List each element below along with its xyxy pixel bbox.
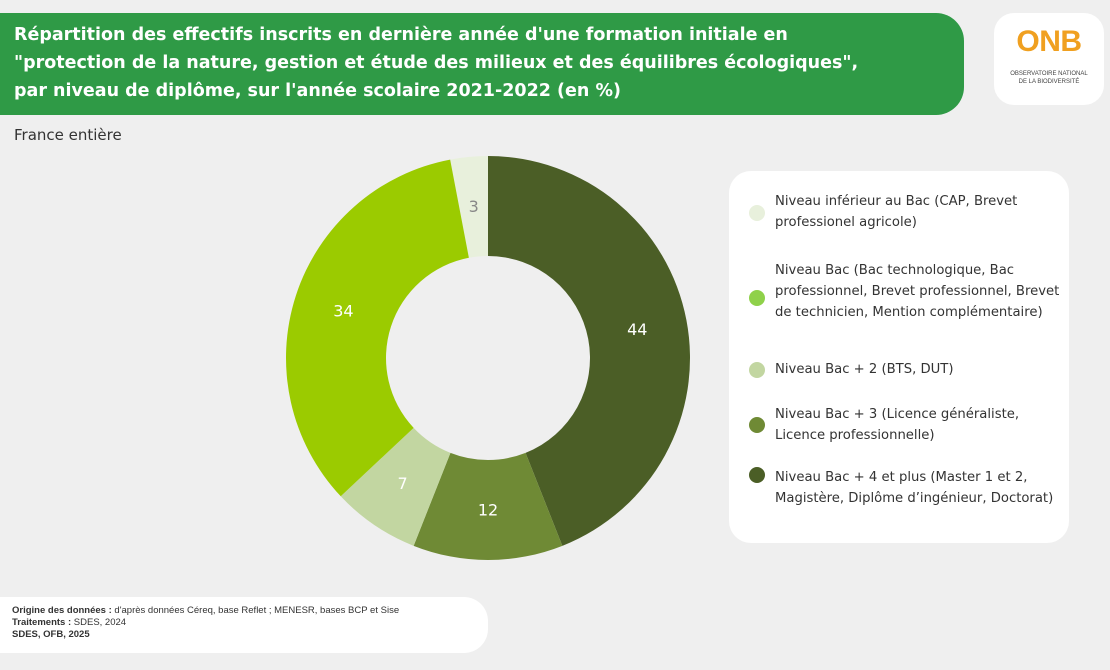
donut-data-label: 44	[627, 320, 647, 339]
donut-segment-2	[413, 452, 563, 561]
logo-line-2: DE LA BIODIVERSITÉ	[1018, 79, 1080, 85]
source-box: Origine des données : d'après données Cé…	[0, 597, 488, 653]
logo-mark: ONB	[1016, 25, 1082, 58]
source-processing-text: SDES, 2024	[71, 617, 127, 628]
donut-segment-3	[340, 427, 451, 546]
legend: Niveau inférieur au Bac (CAP, Brevet pro…	[729, 171, 1069, 543]
legend-swatch	[749, 467, 765, 483]
source-origin-label: Origine des données :	[12, 605, 112, 616]
chart-subtitle: France entière	[14, 126, 122, 144]
donut-segment-1	[488, 156, 690, 546]
source-processing: Traitements : SDES, 2024	[12, 617, 126, 628]
legend-label: Niveau Bac + 4 et plus (Master 1 et 2, M…	[775, 470, 1054, 506]
legend-label: Niveau inférieur au Bac (CAP, Brevet pro…	[775, 194, 1018, 230]
legend-label: Niveau Bac + 3 (Licence généraliste, Lic…	[775, 407, 1020, 443]
source-origin: Origine des données : d'après données Cé…	[12, 605, 399, 616]
legend-swatch	[749, 417, 765, 433]
legend-swatch	[749, 205, 765, 221]
source-origin-text: d'après données Céreq, base Reflet ; MEN…	[111, 605, 400, 616]
donut-segment-4	[286, 159, 469, 497]
title-banner: Répartition des effectifs inscrits en de…	[0, 13, 964, 115]
source-credit: SDES, OFB, 2025	[12, 629, 90, 640]
legend-label: Niveau Bac + 2 (BTS, DUT)	[775, 362, 954, 377]
source-processing-label: Traitements :	[12, 617, 72, 628]
donut-data-label: 7	[397, 474, 407, 493]
chart-title: Répartition des effectifs inscrits en de…	[14, 25, 859, 101]
legend-label: Niveau Bac (Bac technologique, Bac profe…	[775, 263, 1060, 320]
source-credit-text: SDES, OFB, 2025	[12, 629, 90, 640]
logo-line-1: OBSERVATOIRE NATIONAL	[1010, 71, 1088, 77]
donut-data-label: 34	[333, 302, 353, 321]
onb-logo: ONB OBSERVATOIRE NATIONAL DE LA BIODIVER…	[994, 13, 1104, 105]
donut-data-label: 3	[469, 197, 479, 216]
donut-segment-0	[450, 156, 488, 258]
legend-swatch	[749, 290, 765, 306]
donut-data-label: 12	[478, 501, 498, 520]
legend-swatch	[749, 362, 765, 378]
